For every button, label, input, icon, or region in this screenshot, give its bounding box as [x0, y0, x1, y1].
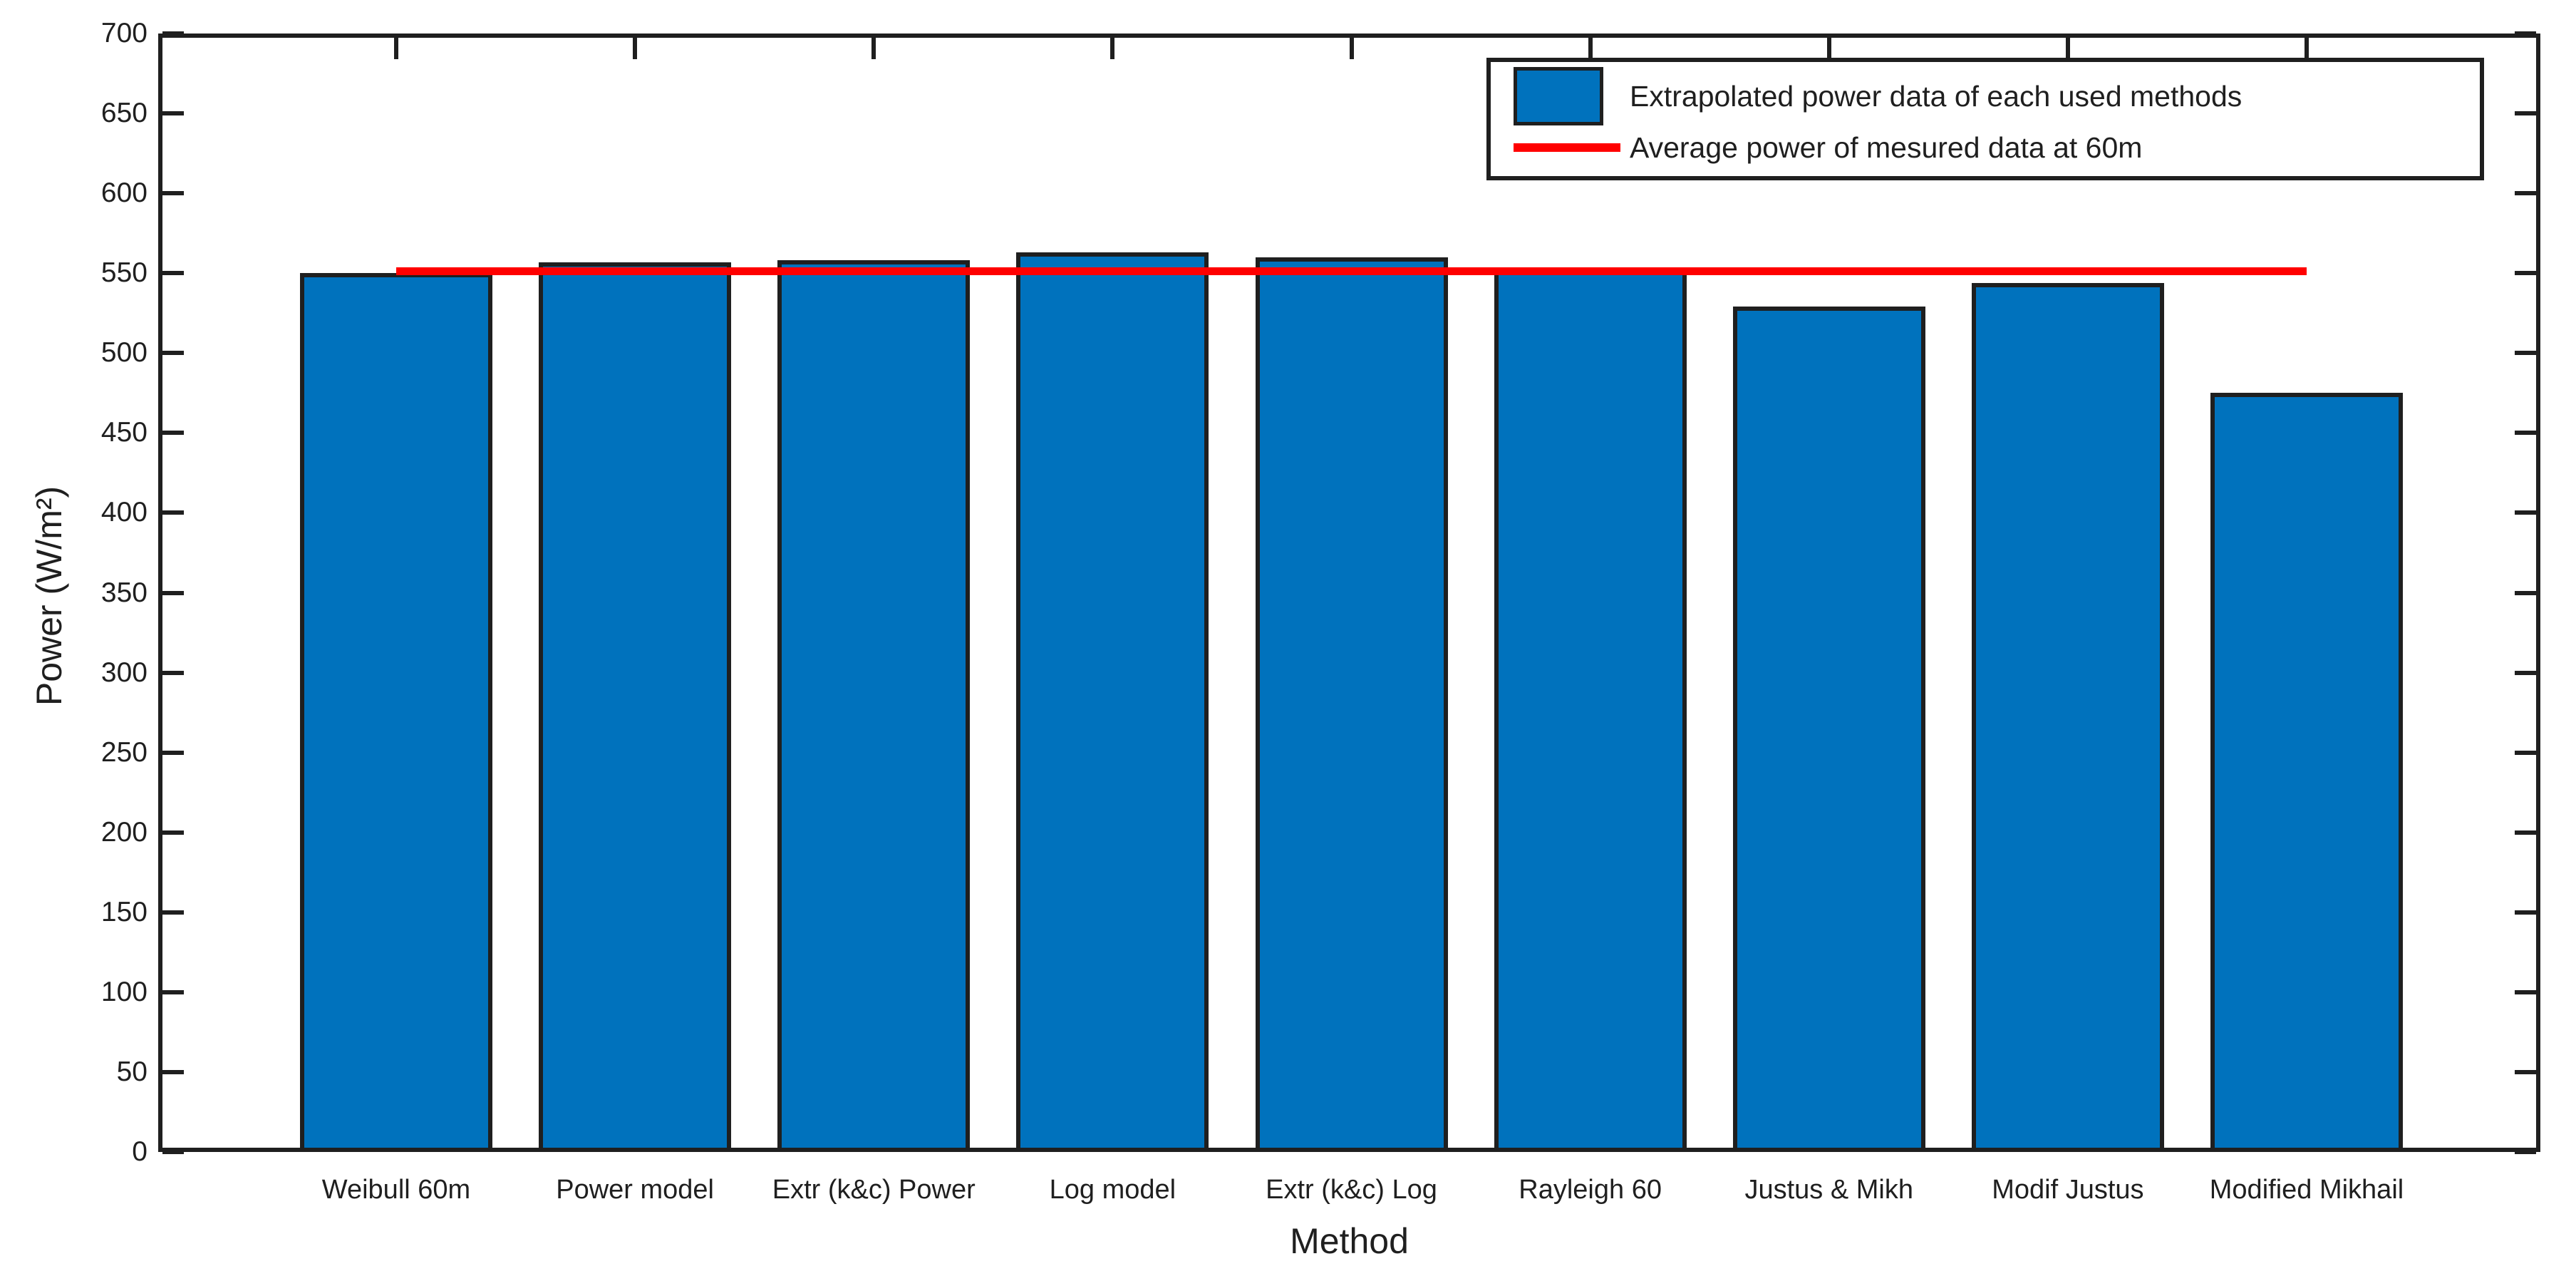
y-tick — [2515, 989, 2536, 994]
y-tick-label: 200 — [100, 816, 148, 848]
x-tick-label: Rayleigh 60 — [1519, 1175, 1662, 1205]
y-tick — [2515, 191, 2536, 196]
y-tick-label: 350 — [100, 577, 148, 608]
y-tick — [2515, 510, 2536, 515]
avg-line-swatch-icon — [1514, 143, 1620, 152]
legend-swatch-column — [1498, 143, 1630, 152]
y-tick — [2515, 431, 2536, 436]
legend: Extrapolated power data of each used met… — [1486, 58, 2484, 180]
bar — [2210, 393, 2403, 1152]
bar — [1494, 269, 1687, 1152]
bar — [1971, 282, 2164, 1152]
y-tick — [2515, 590, 2536, 595]
bar — [1016, 252, 1209, 1152]
x-tick-label: Weibull 60m — [321, 1175, 471, 1205]
y-tick — [162, 191, 184, 196]
y-tick — [162, 31, 184, 36]
y-tick — [2515, 750, 2536, 755]
y-tick — [162, 271, 184, 276]
y-tick — [162, 590, 184, 595]
y-tick-label: 0 — [132, 1136, 148, 1167]
y-tick — [162, 989, 184, 994]
y-tick — [2515, 351, 2536, 356]
y-tick-label: 100 — [100, 976, 148, 1007]
x-tick-label: Justus & Mikh — [1744, 1175, 1914, 1205]
legend-item-bars: Extrapolated power data of each used met… — [1498, 67, 2473, 125]
legend-line-label: Average power of mesured data at 60m — [1630, 130, 2143, 164]
average-power-line — [396, 267, 2307, 276]
y-tick — [2515, 111, 2536, 116]
bar — [777, 260, 971, 1152]
legend-bar-label: Extrapolated power data of each used met… — [1630, 79, 2243, 113]
x-tick — [2305, 38, 2309, 59]
y-tick-label: 650 — [100, 98, 148, 129]
bar — [1255, 257, 1448, 1152]
x-tick — [394, 38, 398, 59]
y-tick — [162, 910, 184, 915]
x-tick-label: Extr (k&c) Log — [1266, 1175, 1437, 1205]
y-tick — [2515, 670, 2536, 675]
y-tick-label: 50 — [116, 1056, 148, 1087]
x-tick — [2065, 38, 2070, 59]
y-tick-label: 300 — [100, 657, 148, 688]
x-tick-label: Modified Mikhail — [2209, 1175, 2404, 1205]
y-tick — [2515, 1150, 2536, 1154]
y-tick-label: 250 — [100, 736, 148, 768]
y-tick — [2515, 31, 2536, 36]
x-tick — [1349, 38, 1354, 59]
y-tick-label: 700 — [100, 18, 148, 48]
y-tick — [2515, 910, 2536, 915]
x-tick — [1588, 38, 1593, 59]
x-tick-label: Extr (k&c) Power — [772, 1175, 976, 1205]
y-tick — [162, 670, 184, 675]
y-tick — [162, 431, 184, 436]
y-tick-label: 550 — [100, 257, 148, 289]
x-axis-label: Method — [1290, 1221, 1409, 1261]
y-tick-label: 600 — [100, 178, 148, 209]
x-tick-label: Power model — [556, 1175, 714, 1205]
bar — [300, 273, 492, 1152]
x-tick — [871, 38, 876, 59]
bar — [1732, 307, 1925, 1152]
y-tick — [162, 111, 184, 116]
bar — [539, 262, 732, 1152]
x-tick — [633, 38, 638, 59]
y-tick-label: 400 — [100, 497, 148, 528]
x-tick-label: Log model — [1049, 1175, 1176, 1205]
y-tick — [162, 351, 184, 356]
y-tick — [162, 830, 184, 835]
y-tick — [162, 1069, 184, 1074]
y-tick-label: 500 — [100, 337, 148, 369]
y-tick — [2515, 271, 2536, 276]
legend-item-avg-line: Average power of mesured data at 60m — [1498, 125, 2473, 170]
x-tick — [1110, 38, 1115, 59]
legend-swatch-column — [1498, 67, 1630, 125]
y-tick — [2515, 1069, 2536, 1074]
y-tick — [162, 510, 184, 515]
y-tick-label: 450 — [100, 417, 148, 448]
y-tick — [2515, 830, 2536, 835]
x-tick — [1826, 38, 1831, 59]
y-tick — [162, 750, 184, 755]
y-tick — [162, 1150, 184, 1154]
y-tick-label: 150 — [100, 896, 148, 927]
bar-series-swatch-icon — [1514, 67, 1603, 125]
x-tick-label: Modif Justus — [1992, 1175, 2144, 1205]
